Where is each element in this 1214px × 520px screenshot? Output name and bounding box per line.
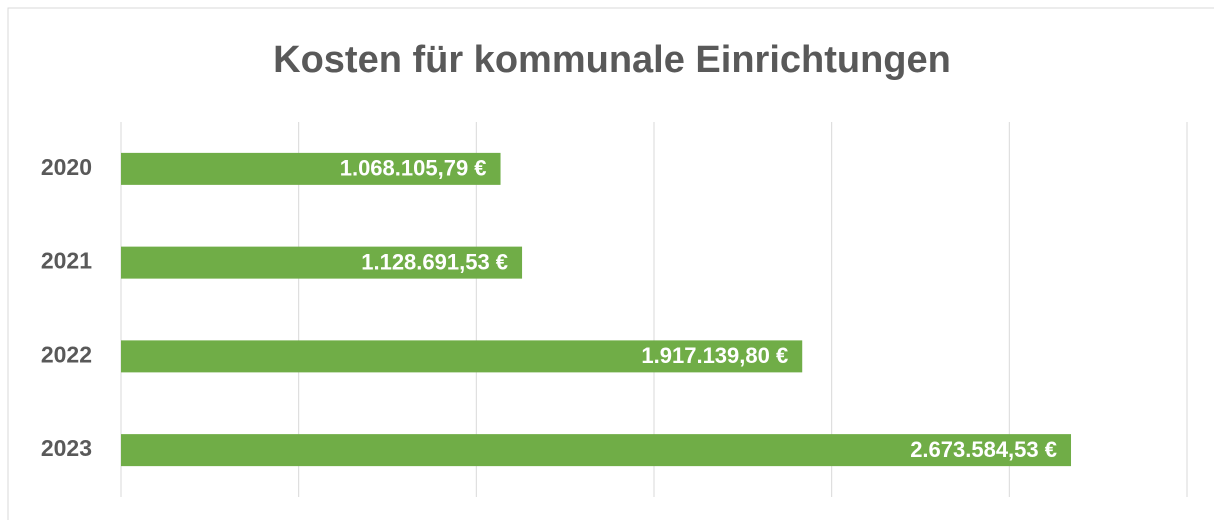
value-label: 1.068.105,79 € [340,156,487,181]
bar [121,152,501,185]
value-label: 2.673.584,53 € [910,437,1057,462]
chart-title: Kosten für kommunale Einrichtungen [273,39,951,81]
y-tick-label: 2021 [41,248,92,274]
bar [121,246,523,279]
bar [121,340,803,373]
y-tick-label: 2020 [41,154,92,180]
value-label: 1.917.139,80 € [641,343,788,368]
bar [121,434,1072,467]
value-label: 1.128.691,53 € [361,249,508,274]
y-tick-label: 2022 [41,341,92,367]
y-tick-label: 2023 [41,435,92,461]
